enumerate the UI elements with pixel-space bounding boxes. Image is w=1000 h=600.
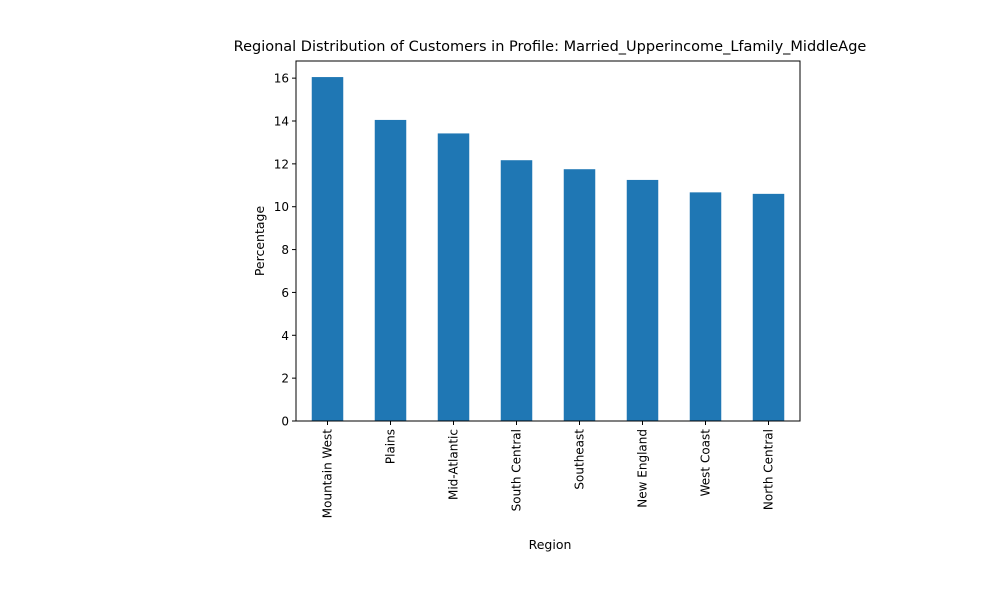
bar-4 bbox=[563, 169, 596, 421]
y-tick-label-1: 2 bbox=[281, 372, 289, 386]
x-tick-label-2: Mid-Atlantic bbox=[447, 429, 461, 500]
x-tick-label-4: Southeast bbox=[573, 429, 587, 490]
y-tick-label-8: 16 bbox=[274, 72, 289, 86]
bar-2 bbox=[437, 133, 470, 421]
y-tick-label-5: 10 bbox=[274, 200, 289, 214]
x-tick-label-7: North Central bbox=[762, 429, 776, 510]
y-tick-label-0: 0 bbox=[281, 415, 289, 429]
y-axis-label: Percentage bbox=[252, 206, 267, 277]
chart-title: Regional Distribution of Customers in Pr… bbox=[234, 39, 867, 55]
y-axis: 0 2 4 6 8 10 12 14 16 bbox=[274, 72, 296, 429]
bar-7 bbox=[752, 193, 785, 421]
bar-5 bbox=[626, 179, 659, 421]
y-tick-label-4: 8 bbox=[281, 243, 289, 257]
y-tick-label-6: 12 bbox=[274, 157, 289, 171]
bars-group bbox=[311, 77, 785, 422]
x-axis: Mountain West Plains Mid-Atlantic South Cen… bbox=[321, 421, 776, 518]
y-tick-label-3: 6 bbox=[281, 286, 289, 300]
y-tick-label-2: 4 bbox=[281, 329, 289, 343]
y-tick-label-7: 14 bbox=[274, 115, 289, 129]
plot-frame bbox=[295, 60, 801, 422]
x-tick-label-5: New England bbox=[636, 429, 650, 508]
bar-0 bbox=[311, 77, 344, 422]
x-tick-label-0: Mountain West bbox=[321, 429, 335, 519]
x-tick-label-3: South Central bbox=[510, 429, 524, 511]
bar-1 bbox=[374, 119, 407, 421]
bar-3 bbox=[500, 160, 533, 421]
x-axis-label: Region bbox=[529, 537, 572, 552]
x-tick-label-1: Plains bbox=[384, 429, 398, 464]
x-tick-label-6: West Coast bbox=[699, 429, 713, 497]
bar-6 bbox=[689, 192, 722, 421]
